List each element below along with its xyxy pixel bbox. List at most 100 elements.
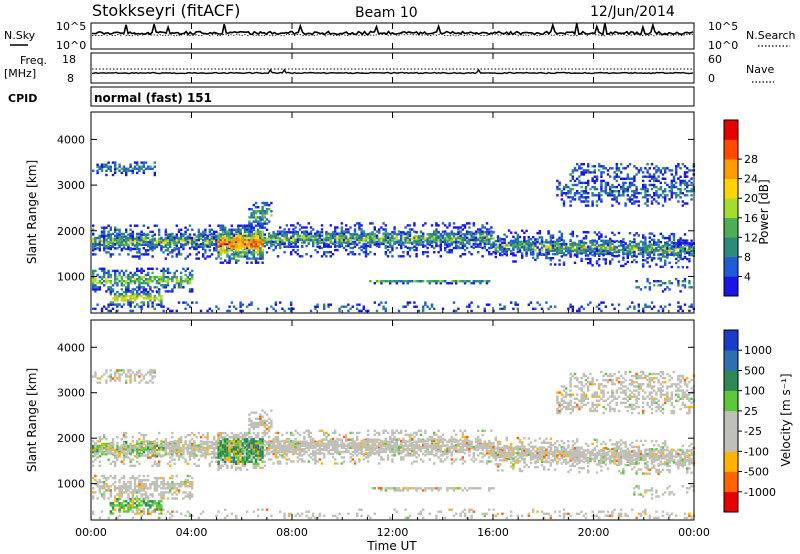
heatmap-cell-0-4224	[683, 255, 687, 259]
heatmap-cell-1-588	[149, 444, 152, 447]
heatmap-cell-1-140	[109, 462, 112, 465]
heatmap-cell-0-1423	[248, 257, 251, 260]
heatmap-cell-0-176	[109, 245, 112, 248]
heatmap-cell-0-970	[195, 243, 198, 246]
heatmap-cell-0-187	[109, 286, 112, 289]
heatmap-cell-0-3632	[620, 244, 623, 247]
heatmap-cell-0-3870	[646, 187, 649, 191]
heatmap-cell-0-1275	[235, 251, 238, 254]
heatmap-cell-0-3915	[650, 196, 654, 199]
heatmap-cell-0-1284	[235, 228, 238, 231]
heatmap-cell-0-3685	[626, 256, 629, 259]
heatmap-cell-0-2809	[490, 230, 493, 233]
heatmap-cell-0-1533	[254, 201, 258, 205]
heatmap-cell-0-1577	[259, 249, 262, 252]
heatmap-cell-0-2251	[386, 235, 390, 238]
heatmap-cell-0-2344	[406, 235, 409, 238]
heatmap-cell-0-1129	[221, 233, 225, 236]
heatmap-cell-0-2846	[499, 303, 502, 306]
heatmap-cell-0-606	[147, 301, 150, 304]
heatmap-cell-0-3806	[642, 253, 645, 256]
heatmap-cell-0-76	[98, 280, 101, 283]
heatmap-cell-0-1612	[261, 234, 264, 238]
heatmap-cell-0-270	[118, 235, 121, 238]
heatmap-cell-0-2392	[415, 235, 418, 238]
heatmap-cell-0-884	[182, 267, 185, 270]
power-y-label: Slant Range [km]	[25, 160, 39, 264]
heatmap-cell-0-3369	[589, 240, 592, 243]
heatmap-cell-0-502	[138, 286, 141, 289]
heatmap-cell-1-495	[140, 493, 143, 496]
heatmap-cell-0-1003	[202, 232, 205, 236]
heatmap-cell-0-623	[149, 286, 152, 289]
heatmap-cell-0-2566	[448, 242, 451, 246]
heatmap-cell-1-461	[138, 450, 141, 453]
heatmap-cell-0-1968	[334, 245, 337, 248]
heatmap-cell-1-219	[116, 500, 119, 503]
heatmap-cell-1-252	[120, 460, 123, 463]
heatmap-cell-0-4000	[659, 171, 662, 174]
heatmap-cell-0-1544	[257, 261, 260, 264]
heatmap-cell-0-3748	[633, 196, 636, 199]
heatmap-cell-0-2559	[446, 282, 449, 285]
heatmap-cell-0-3402	[593, 250, 596, 253]
nsearch-label: N.Search	[746, 29, 796, 42]
heatmap-cell-0-3290	[580, 245, 583, 248]
heatmap-cell-0-2592	[452, 232, 456, 235]
heatmap-cell-0-1323	[239, 255, 242, 258]
heatmap-cell-0-3529	[606, 250, 610, 253]
heatmap-cell-1-213	[116, 377, 119, 380]
heatmap-cell-0-4141	[675, 192, 678, 195]
heatmap-cell-0-621	[149, 165, 152, 168]
heatmap-cell-0-2220	[382, 238, 385, 241]
heatmap-cell-0-1851	[307, 222, 310, 225]
heatmap-cell-0-1373	[243, 243, 247, 246]
heatmap-cell-0-3550	[609, 194, 612, 197]
heatmap-cell-0-3478	[600, 179, 603, 183]
heatmap-cell-0-155	[107, 167, 110, 170]
heatmap-cell-1-73	[100, 446, 104, 449]
heatmap-cell-1-574	[147, 508, 150, 511]
heatmap-cell-0-1211	[228, 305, 231, 308]
heatmap-cell-0-1158	[224, 238, 227, 242]
heatmap-cell-0-3791	[637, 305, 640, 308]
heatmap-cell-1-130	[107, 489, 110, 492]
heatmap-cell-0-2366	[408, 224, 412, 227]
heatmap-cell-0-3434	[595, 179, 599, 183]
heatmap-cell-0-114	[103, 165, 106, 168]
heatmap-cell-0-1848	[307, 242, 310, 246]
heatmap-cell-0-1489	[252, 243, 255, 246]
heatmap-cell-0-1705	[276, 230, 280, 233]
heatmap-cell-0-1172	[226, 243, 229, 246]
heatmap-cell-0-1977	[334, 234, 337, 237]
heatmap-cell-0-2551	[446, 239, 449, 242]
heatmap-cell-0-1618	[261, 218, 264, 221]
heatmap-cell-0-3954	[655, 247, 658, 250]
heatmap-cell-0-399	[129, 305, 132, 308]
heatmap-cell-0-3716	[628, 163, 632, 166]
heatmap-cell-0-4036	[664, 255, 667, 258]
heatmap-cell-0-3567	[611, 198, 614, 201]
heatmap-cell-0-238	[114, 299, 117, 302]
heatmap-cell-0-783	[169, 251, 172, 254]
heatmap-cell-0-2578	[450, 233, 453, 236]
heatmap-cell-0-3457	[598, 163, 601, 166]
heatmap-cell-0-2128	[362, 234, 365, 237]
heatmap-cell-0-328	[122, 297, 126, 300]
heatmap-cell-0-3731	[631, 181, 634, 185]
heatmap-cell-0-3	[92, 241, 95, 244]
heatmap-cell-0-641	[151, 238, 154, 242]
heatmap-cell-0-4133	[675, 244, 678, 247]
heatmap-cell-0-1253	[232, 247, 236, 250]
heatmap-cell-0-3265	[578, 246, 581, 249]
heatmap-cell-1-492	[140, 379, 143, 382]
heatmap-cell-0-1549	[257, 247, 260, 250]
heatmap-cell-0-748	[164, 249, 167, 252]
heatmap-cell-0-2622	[457, 307, 460, 310]
heatmap-cell-0-615	[149, 245, 152, 248]
heatmap-cell-0-2927	[516, 233, 519, 237]
heatmap-cell-0-2542	[444, 246, 447, 250]
heatmap-cell-0-2572	[448, 222, 451, 225]
heatmap-cell-0-166	[107, 305, 110, 308]
heatmap-cell-0-3548	[609, 239, 612, 243]
